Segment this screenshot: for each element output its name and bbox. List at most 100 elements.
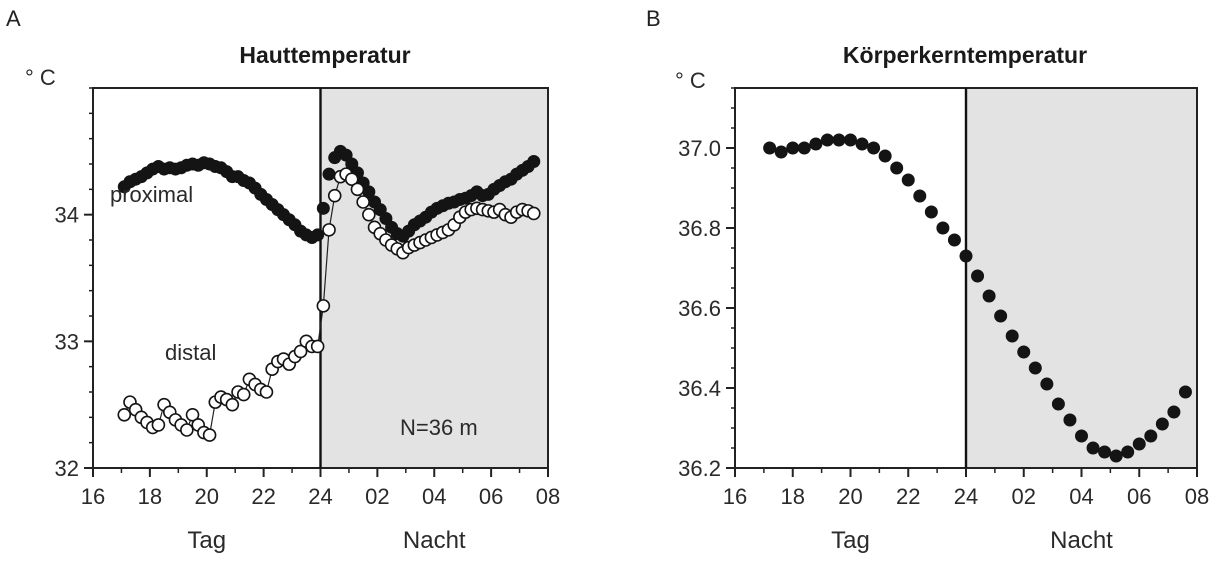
data-point — [1051, 397, 1065, 411]
chart-title: Hauttemperatur — [239, 42, 410, 68]
x-tick-label: 16 — [723, 484, 747, 509]
data-point-proximal — [311, 228, 325, 242]
data-point-distal — [225, 397, 240, 412]
data-point — [1098, 445, 1112, 459]
y-tick-label: 36.8 — [678, 216, 721, 241]
data-point — [936, 221, 950, 235]
data-point-distal — [327, 188, 342, 203]
data-point — [1063, 413, 1077, 427]
data-point — [820, 133, 834, 147]
y-axis-unit: ° C — [675, 68, 706, 93]
data-point-distal — [236, 387, 251, 402]
y-axis-unit: ° C — [25, 65, 56, 90]
data-point — [1121, 445, 1135, 459]
x-tick-label: 22 — [896, 484, 920, 509]
data-point — [890, 161, 904, 175]
series-label-distal: distal — [165, 340, 216, 365]
x-tick-label: 06 — [1127, 484, 1151, 509]
data-point-distal — [117, 407, 132, 422]
data-point — [797, 141, 811, 155]
skin-temperature-chart: Hauttemperatur ° C 32 33 34 16 18 20 22 24 02 04 06 0… — [25, 42, 560, 554]
data-point — [901, 173, 915, 187]
night-label: Nacht — [403, 527, 466, 554]
data-point — [1167, 405, 1181, 419]
night-label: Nacht — [1050, 527, 1113, 554]
data-point-distal — [362, 207, 376, 222]
chart-title: Körperkerntemperatur — [843, 42, 1087, 68]
day-label: Tag — [187, 527, 226, 554]
data-point — [1028, 361, 1042, 375]
data-point-distal — [293, 344, 308, 359]
panel-a: A Hauttemperatur ° C 32 33 34 16 18 20 22 24 02 04 0… — [0, 0, 600, 562]
night-shading — [320, 88, 548, 468]
y-tick-label: 36.2 — [678, 456, 721, 481]
data-point — [867, 141, 881, 155]
y-tick-label: 33 — [55, 329, 79, 354]
data-point-distal — [310, 339, 325, 354]
x-tick-label: 06 — [479, 484, 503, 509]
data-point-distal — [322, 223, 336, 237]
data-point-distal — [316, 299, 331, 313]
y-tick-label: 32 — [55, 456, 79, 481]
data-point — [1155, 417, 1169, 431]
night-shading — [966, 88, 1197, 468]
data-point — [913, 189, 927, 203]
x-tick-label: 02 — [1012, 484, 1036, 509]
data-point — [1017, 345, 1031, 359]
y-tick-label: 37.0 — [678, 136, 721, 161]
x-tick-label: 20 — [195, 484, 219, 509]
data-point — [1040, 377, 1054, 391]
x-tick-label: 18 — [781, 484, 805, 509]
data-point — [947, 233, 961, 247]
data-point — [1109, 449, 1123, 463]
day-label: Tag — [831, 527, 870, 554]
data-point-distal — [180, 423, 194, 437]
data-point — [1075, 429, 1088, 443]
data-point — [832, 133, 846, 147]
data-point — [844, 133, 857, 147]
x-tick-label: 08 — [536, 484, 560, 509]
data-point — [774, 145, 788, 159]
data-point — [924, 205, 938, 219]
core-temperature-chart: Körperkerntemperatur ° C 36.2 36.4 36.6 36.8 3… — [675, 42, 1209, 554]
data-point-distal — [202, 428, 217, 442]
data-point — [1132, 437, 1146, 451]
x-tick-label: 08 — [1185, 484, 1209, 509]
y-tick-label: 34 — [55, 203, 79, 228]
data-point — [982, 289, 996, 303]
x-tick-label: 02 — [365, 484, 389, 509]
data-point — [959, 249, 973, 263]
y-tick-label: 36.6 — [678, 296, 721, 321]
data-point — [994, 309, 1008, 323]
data-point — [763, 141, 777, 155]
data-point — [1005, 329, 1019, 343]
data-point — [1178, 385, 1192, 399]
x-tick-label: 04 — [422, 484, 446, 509]
x-tick-label: 22 — [251, 484, 275, 509]
data-point-proximal — [322, 167, 336, 181]
data-point — [1086, 441, 1100, 455]
data-point — [971, 269, 985, 283]
data-point — [809, 137, 823, 151]
data-point — [878, 149, 892, 163]
data-point-distal — [259, 385, 274, 399]
x-tick-label: 24 — [954, 484, 978, 509]
data-point-distal — [344, 172, 359, 186]
x-tick-label: 18 — [138, 484, 162, 509]
data-point — [855, 137, 869, 151]
x-tick-label: 20 — [838, 484, 862, 509]
data-point-distal — [151, 418, 166, 432]
data-point-distal — [350, 182, 365, 197]
panel-letter: A — [6, 6, 21, 31]
data-point-distal — [356, 195, 370, 209]
panel-b: B Körperkerntemperatur ° C 36.2 36.4 36.6 36.… — [600, 0, 1211, 562]
sample-size-annotation: N=36 m — [400, 415, 478, 440]
data-point — [1144, 429, 1158, 443]
x-tick-label: 16 — [81, 484, 105, 509]
series-label-proximal: proximal — [110, 182, 193, 207]
data-point-distal — [526, 206, 541, 221]
data-point-proximal — [316, 201, 330, 215]
data-point — [786, 141, 800, 155]
panel-letter: B — [646, 6, 661, 31]
data-point-distal — [185, 407, 200, 422]
